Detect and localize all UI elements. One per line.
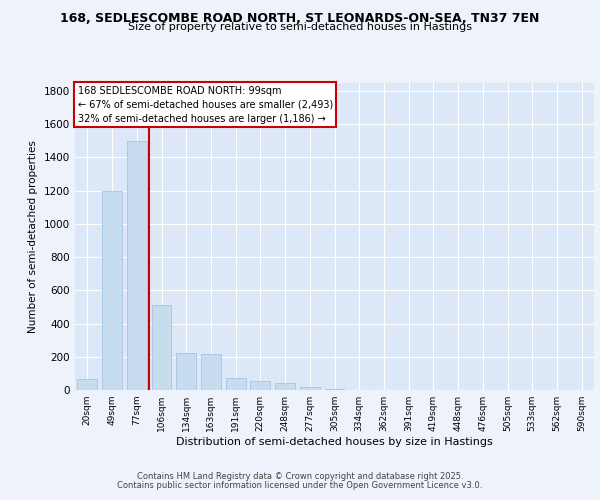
- Y-axis label: Number of semi-detached properties: Number of semi-detached properties: [28, 140, 38, 332]
- Bar: [250, 381, 270, 390]
- Text: 168, SEDLESCOMBE ROAD NORTH, ST LEONARDS-ON-SEA, TN37 7EN: 168, SEDLESCOMBE ROAD NORTH, ST LEONARDS…: [61, 12, 539, 26]
- Bar: [226, 378, 245, 390]
- Bar: [275, 384, 295, 390]
- Bar: [300, 386, 320, 390]
- Text: 168 SEDLESCOMBE ROAD NORTH: 99sqm
← 67% of semi-detached houses are smaller (2,4: 168 SEDLESCOMBE ROAD NORTH: 99sqm ← 67% …: [77, 86, 333, 124]
- Text: Size of property relative to semi-detached houses in Hastings: Size of property relative to semi-detach…: [128, 22, 472, 32]
- Bar: [176, 354, 196, 390]
- Bar: [102, 190, 122, 390]
- Bar: [152, 305, 172, 390]
- Text: Contains public sector information licensed under the Open Government Licence v3: Contains public sector information licen…: [118, 481, 482, 490]
- Bar: [325, 389, 344, 390]
- Text: Contains HM Land Registry data © Crown copyright and database right 2025.: Contains HM Land Registry data © Crown c…: [137, 472, 463, 481]
- X-axis label: Distribution of semi-detached houses by size in Hastings: Distribution of semi-detached houses by …: [176, 437, 493, 447]
- Bar: [127, 140, 146, 390]
- Bar: [201, 354, 221, 390]
- Bar: [77, 379, 97, 390]
